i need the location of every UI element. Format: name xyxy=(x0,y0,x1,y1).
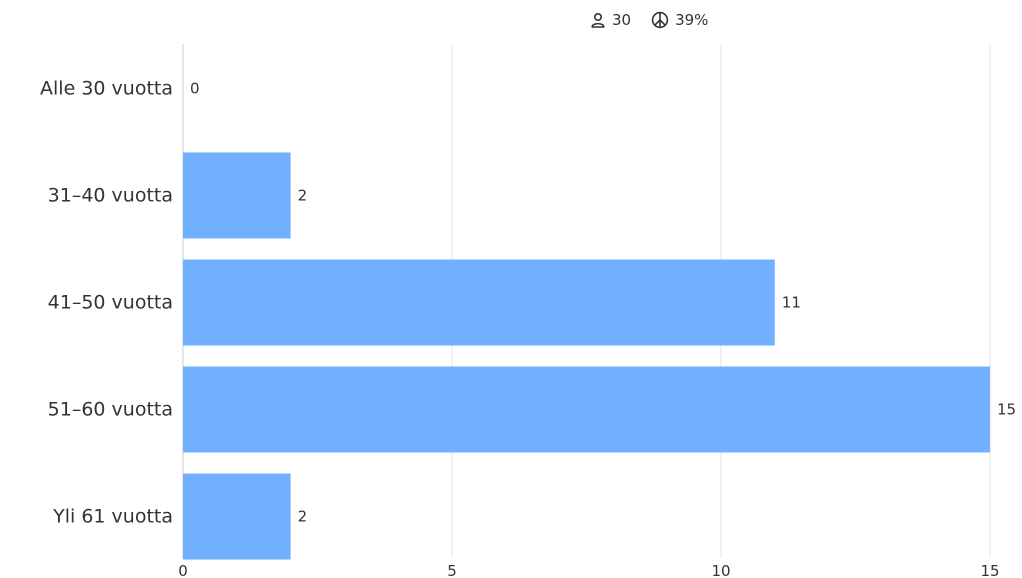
category-label-1: 31–40 vuotta xyxy=(48,185,173,207)
category-label-2: 41–50 vuotta xyxy=(48,292,173,314)
value-label-2: 11 xyxy=(782,294,801,312)
category-label-4: Yli 61 vuotta xyxy=(52,506,173,528)
bar-4 xyxy=(183,473,291,560)
respondents-stat: 30 xyxy=(590,11,631,29)
respondents-count: 30 xyxy=(612,11,632,29)
response-rate-value: 39% xyxy=(675,11,709,29)
x-tick-label-2: 10 xyxy=(711,562,730,578)
value-label-4: 2 xyxy=(298,508,308,526)
response-rate-stat: 39% xyxy=(651,11,708,29)
response-rate-icon xyxy=(651,11,669,29)
bar-2 xyxy=(183,259,775,346)
x-tick-label-1: 5 xyxy=(447,562,457,578)
category-label-3: 51–60 vuotta xyxy=(48,399,173,421)
summary-stats: 30 39% xyxy=(590,8,728,32)
person-icon xyxy=(591,12,605,28)
bar-3 xyxy=(183,366,990,453)
category-label-0: Alle 30 vuotta xyxy=(40,78,173,100)
bar-1 xyxy=(183,152,291,239)
x-tick-label-0: 0 xyxy=(178,562,188,578)
value-label-1: 2 xyxy=(298,187,308,205)
value-label-0: 0 xyxy=(190,80,200,98)
x-tick-label-3: 15 xyxy=(980,562,999,578)
value-label-3: 15 xyxy=(997,401,1016,419)
